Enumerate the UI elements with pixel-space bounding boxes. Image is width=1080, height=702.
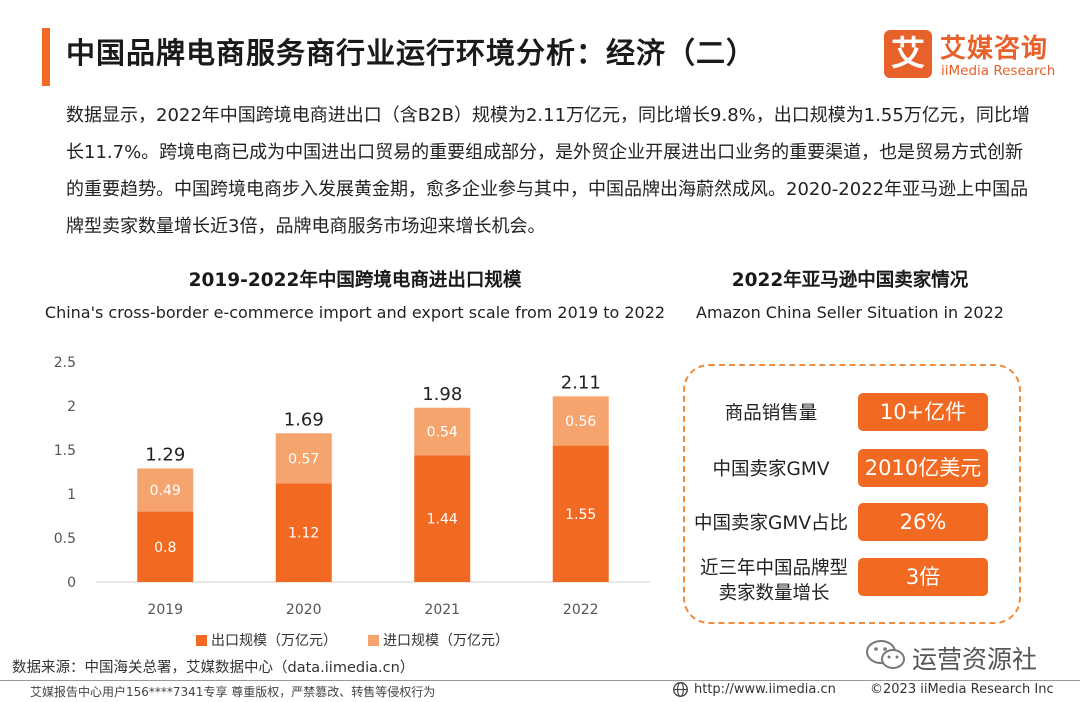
bar-value-label: 0.56 <box>565 414 596 430</box>
watermark-text: 运营资源社 <box>912 640 1037 676</box>
amazon-row-label-gmv-share: 中国卖家GMV占比 <box>686 511 856 536</box>
x-tick-label: 2022 <box>563 602 599 618</box>
amazon-row-value-gmv-share: 26% <box>858 503 988 541</box>
bar-value-label: 0.57 <box>288 451 319 467</box>
footer-divider <box>0 680 1080 681</box>
iimedia-logo[interactable]: 艾 艾媒咨询 iiMedia Research <box>884 28 1064 84</box>
footer-website-link[interactable]: http://www.iimedia.cn <box>694 682 836 697</box>
y-tick-label: 1 <box>67 487 76 503</box>
bar-total-label: 1.98 <box>422 384 462 405</box>
chart-title: 2019-2022年中国跨境电商进出口规模 <box>40 266 670 292</box>
amazon-row-value-gmv: 2010亿美元 <box>858 449 988 487</box>
y-tick-label: 0 <box>67 575 76 591</box>
bar-value-label: 1.44 <box>427 512 458 528</box>
amazon-row-label-brand-growth: 近三年中国品牌型卖家数量增长 <box>700 556 848 606</box>
bar-value-label: 0.54 <box>427 425 458 441</box>
legend-export: 出口规模（万亿元） <box>196 630 337 650</box>
legend-import-swatch <box>368 635 379 646</box>
bar-total-label: 1.29 <box>145 444 185 465</box>
stacked-bar-chart: 0 0.5 1 1.5 2 2.5 0.8 0.49 1.29 2019 1.12 0.57 1.69 2… <box>0 340 680 630</box>
amazon-row-value-sales: 10+亿件 <box>858 393 988 431</box>
y-tick-label: 2.5 <box>54 355 76 371</box>
wechat-icon <box>864 638 908 672</box>
wechat-watermark: 运营资源社 <box>864 638 1054 674</box>
title-accent-bar <box>42 28 50 86</box>
bar-total-label: 2.11 <box>561 372 601 393</box>
amazon-row-label-sales: 商品销售量 <box>686 401 856 426</box>
amazon-panel-subtitle: Amazon China Seller Situation in 2022 <box>680 303 1020 322</box>
x-tick-label: 2019 <box>147 602 183 618</box>
logo-mark: 艾 <box>884 30 932 78</box>
chart-subtitle: China's cross-border e-commerce import a… <box>40 303 670 322</box>
data-source: 数据来源：中国海关总署，艾媒数据中心（data.iimedia.cn） <box>12 656 414 677</box>
y-tick-label: 2 <box>67 399 76 415</box>
logo-english-name: iiMedia Research <box>941 63 1055 79</box>
legend-export-swatch <box>196 635 207 646</box>
legend-export-label: 出口规模（万亿元） <box>211 633 337 649</box>
x-tick-label: 2020 <box>286 602 322 618</box>
footer-copyright-notice: 艾媒报告中心用户156****7341专享 尊重版权，严禁篡改、转售等侵权行为 <box>30 683 435 700</box>
amazon-row-label-gmv: 中国卖家GMV <box>686 457 856 482</box>
bar-value-label: 1.55 <box>565 507 596 523</box>
logo-chinese-name: 艾媒咨询 <box>940 28 1048 65</box>
amazon-panel-title: 2022年亚马逊中国卖家情况 <box>680 266 1020 292</box>
bar-value-label: 0.49 <box>150 483 181 499</box>
amazon-row-value-brand-growth: 3倍 <box>858 558 988 596</box>
page-title: 中国品牌电商服务商行业运行环境分析：经济（二） <box>66 30 756 72</box>
globe-icon <box>672 681 689 698</box>
bar-value-label: 1.12 <box>288 526 319 542</box>
bar-total-label: 1.69 <box>284 409 324 430</box>
bar-value-label: 0.8 <box>154 540 176 556</box>
summary-paragraph: 数据显示，2022年中国跨境电商进出口（含B2B）规模为2.11万亿元，同比增长… <box>66 97 1034 245</box>
legend-import: 进口规模（万亿元） <box>368 630 509 650</box>
legend-import-label: 进口规模（万亿元） <box>383 633 509 649</box>
y-tick-label: 0.5 <box>54 531 76 547</box>
x-tick-label: 2021 <box>424 602 460 618</box>
y-tick-label: 1.5 <box>54 443 76 459</box>
footer-copyright: ©2023 iiMedia Research Inc <box>870 682 1054 697</box>
